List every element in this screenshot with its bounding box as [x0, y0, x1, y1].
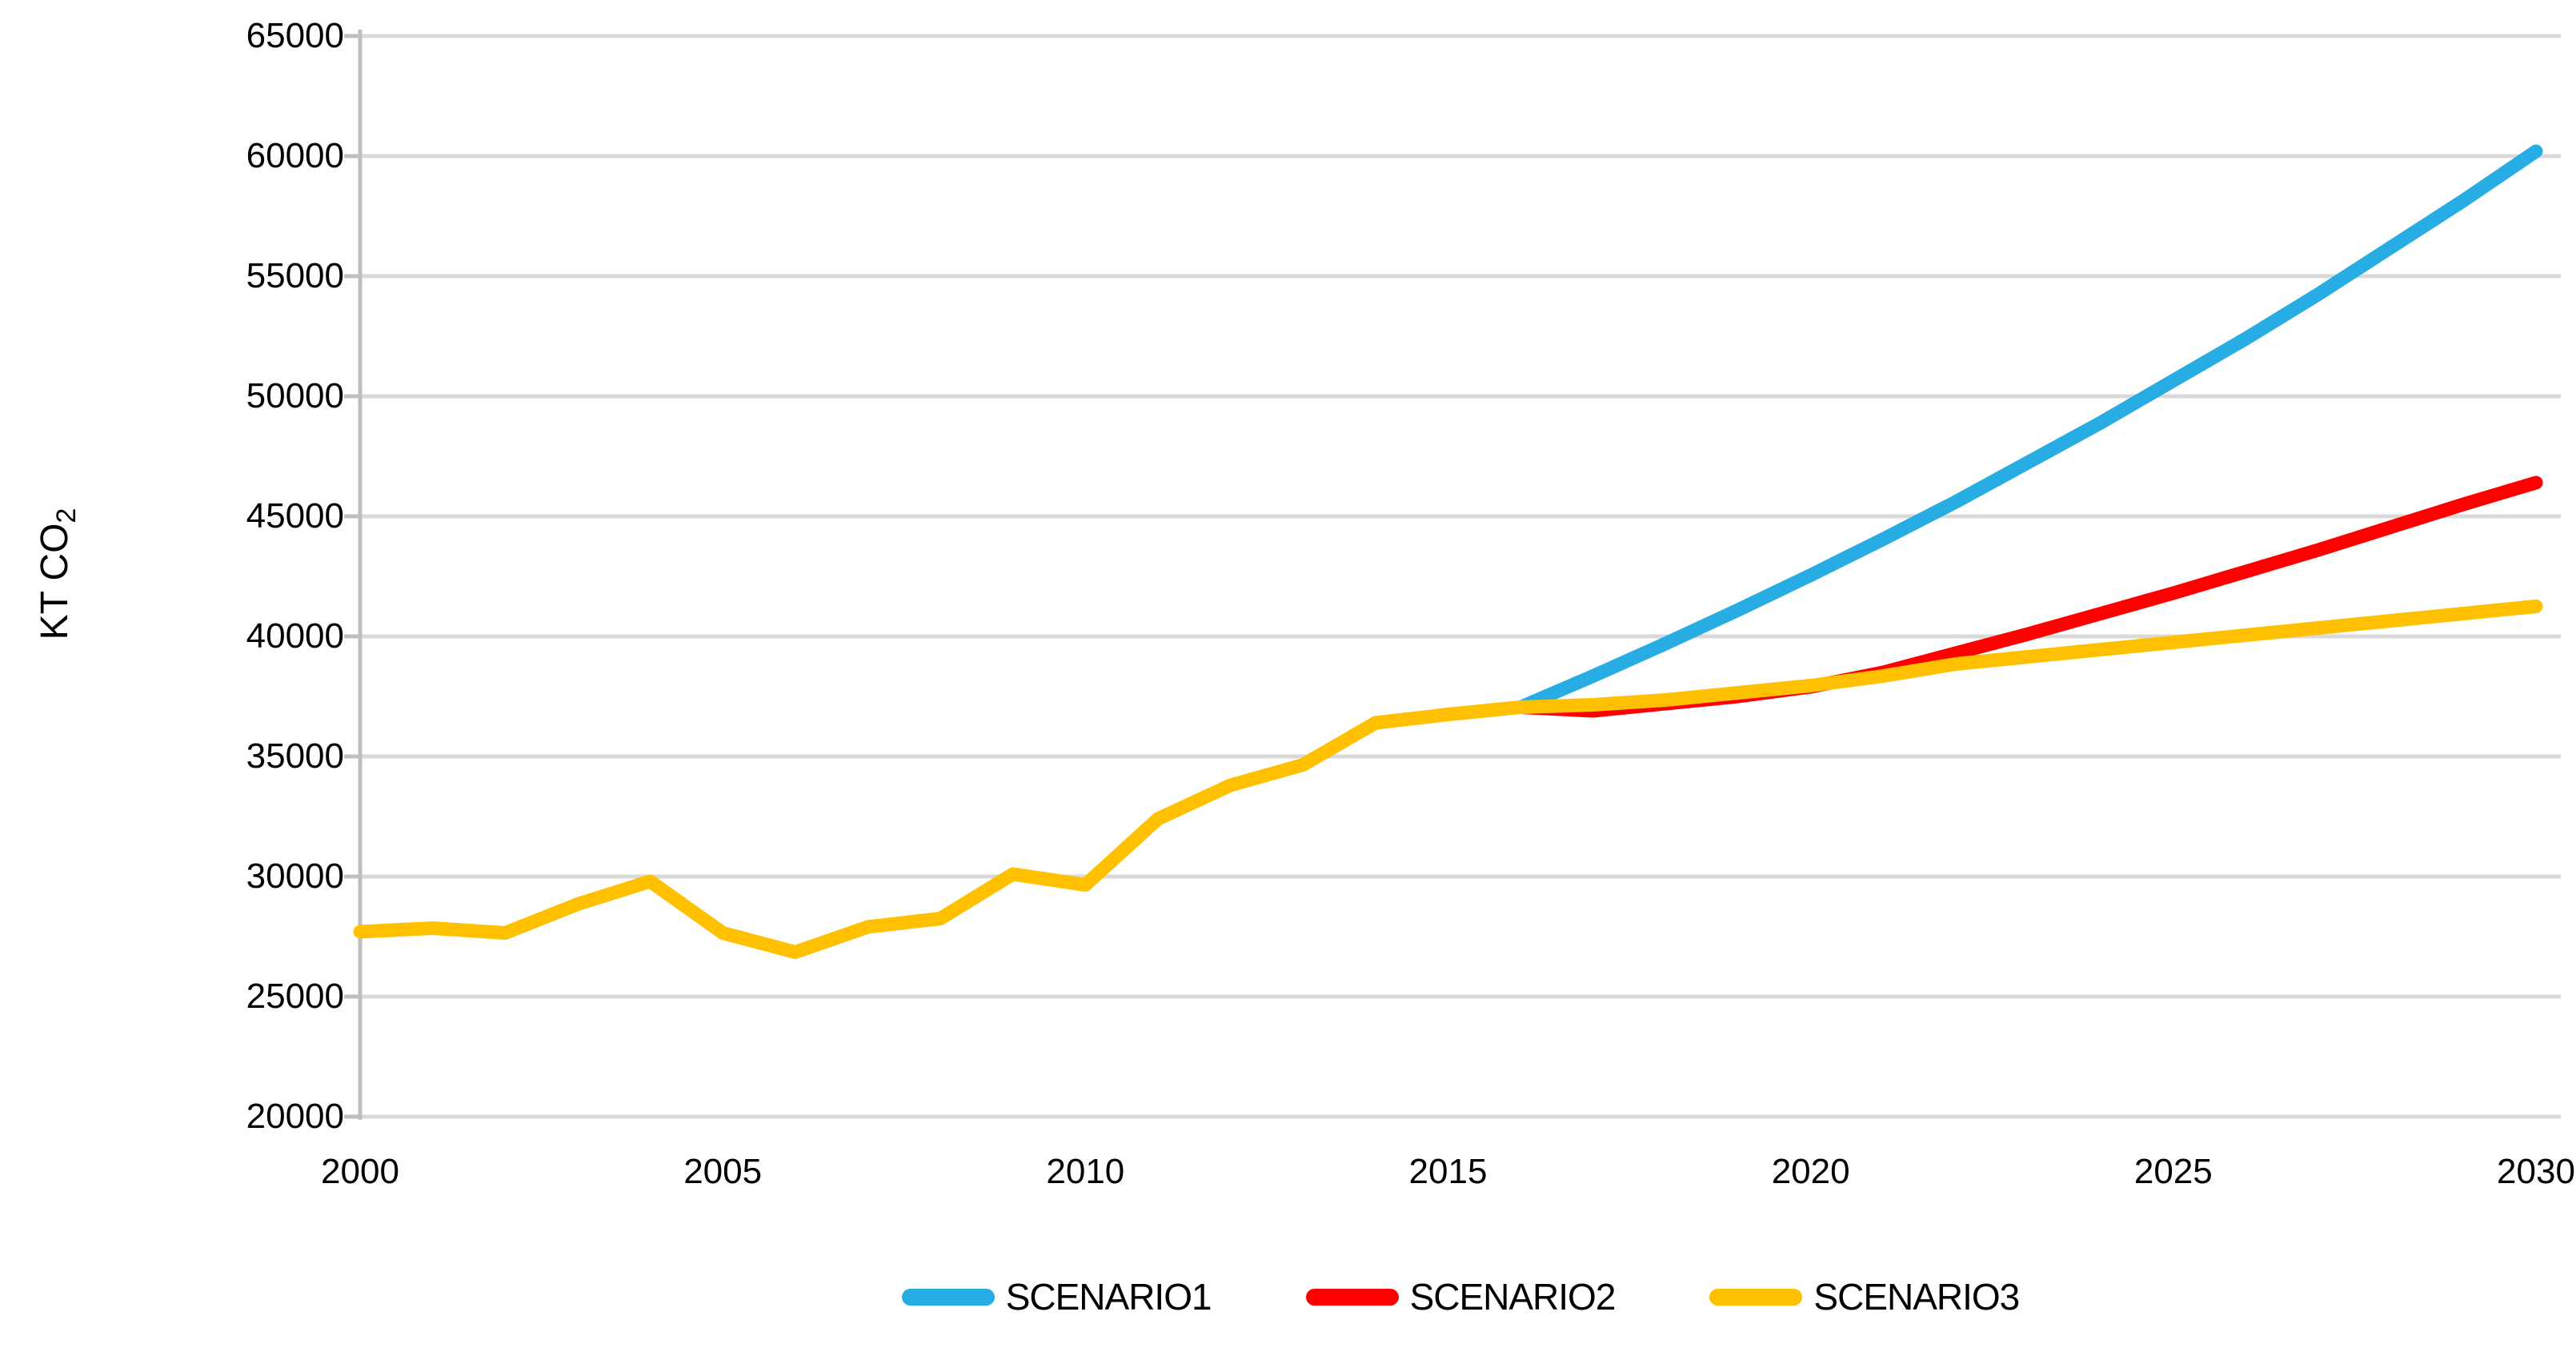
- legend-item-scenario2[interactable]: SCENARIO2: [1305, 1275, 1617, 1318]
- series-line-scenario3[interactable]: [1513, 600, 2543, 714]
- y-tick-label-30000: 30000: [246, 857, 344, 896]
- x-tick-label-2000: 2000: [321, 1152, 399, 1191]
- legend-label-scenario2: SCENARIO2: [1409, 1276, 1617, 1318]
- x-tick-label-2015: 2015: [1408, 1152, 1488, 1191]
- x-tick-label-2005: 2005: [683, 1152, 763, 1191]
- y-tick-label-50000: 50000: [246, 376, 344, 415]
- y-tick-label-25000: 25000: [246, 977, 344, 1016]
- scenario3-line-swatch: [1709, 1288, 1803, 1306]
- y-tick-label-35000: 35000: [246, 736, 344, 776]
- y-tick-label-60000: 60000: [246, 136, 344, 175]
- legend-item-scenario3[interactable]: SCENARIO3: [1709, 1275, 2020, 1318]
- y-tick-label-20000: 20000: [246, 1097, 344, 1136]
- legend-label-scenario3: SCENARIO3: [1813, 1276, 2020, 1318]
- series-line-scenario1[interactable]: [1513, 144, 2543, 714]
- series-line-historical[interactable]: [353, 700, 1528, 959]
- x-tick-label-2020: 2020: [1771, 1152, 1850, 1191]
- scenario1-line-swatch: [901, 1288, 995, 1306]
- x-tick-label-2010: 2010: [1046, 1152, 1125, 1191]
- y-axis-title-text: KT CO: [34, 523, 76, 640]
- scenario2-line-swatch: [1305, 1288, 1399, 1306]
- x-tick-label-2025: 2025: [2133, 1152, 2213, 1191]
- y-tick-label-65000: 65000: [246, 16, 344, 55]
- y-axis-title: KT CO2: [33, 390, 82, 758]
- legend: SCENARIO1 SCENARIO2 SCENARIO3: [360, 1265, 2561, 1329]
- legend-item-scenario1[interactable]: SCENARIO1: [901, 1275, 1212, 1318]
- y-tick-label-40000: 40000: [246, 616, 344, 656]
- y-tick-label-45000: 45000: [246, 496, 344, 536]
- y-axis-title-subscript: 2: [51, 507, 82, 524]
- x-tick-label-2030: 2030: [2497, 1152, 2575, 1191]
- legend-label-scenario1: SCENARIO1: [1005, 1276, 1212, 1318]
- y-tick-label-55000: 55000: [246, 256, 344, 295]
